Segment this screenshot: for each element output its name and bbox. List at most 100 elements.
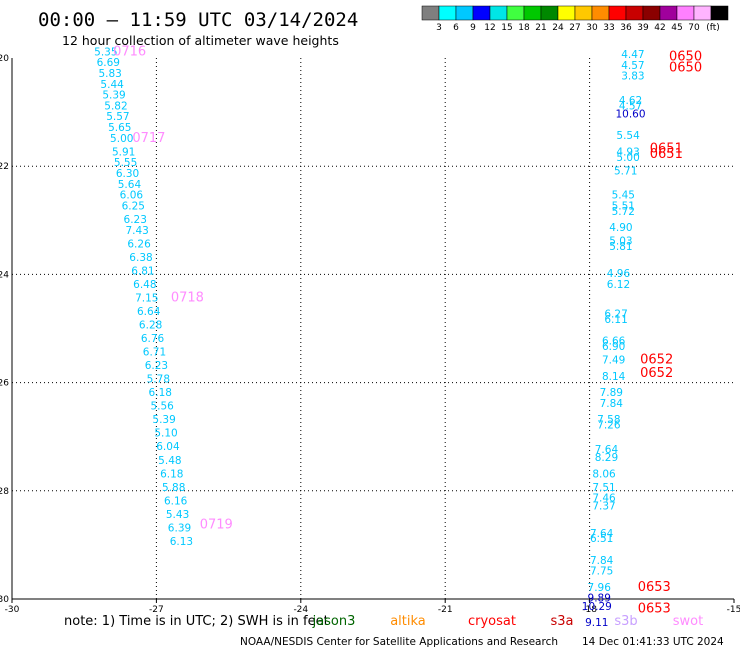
chart-title: 00:00 — 11:59 UTC 03/14/2024 — [38, 9, 358, 31]
colorbar-unit: (ft) — [706, 23, 720, 33]
wave-height-label: 4.96 — [607, 268, 631, 280]
y-tick-label: -24 — [0, 270, 9, 280]
y-tick-label: -20 — [0, 54, 9, 64]
colorbar-swatch — [676, 5, 695, 21]
pass-time-label: 0651 — [650, 147, 683, 162]
colorbar-swatch — [608, 5, 627, 21]
colorbar-label: 39 — [637, 23, 649, 33]
colorbar-label: 18 — [518, 23, 530, 33]
colorbar-swatch — [421, 5, 440, 21]
pass-time-label: 0717 — [132, 131, 165, 146]
colorbar-swatch — [693, 5, 712, 21]
wave-height-label: 5.65 — [108, 122, 131, 134]
pass-time-label: 0652 — [640, 366, 673, 381]
wave-height-label: 6.39 — [168, 522, 191, 534]
wave-height-label: 7.15 — [135, 292, 158, 304]
colorbar-swatch — [642, 5, 661, 21]
satellite-legend-s3b: s3b — [614, 614, 637, 629]
colorbar-label: 30 — [586, 23, 598, 33]
wave-height-label: 6.16 — [164, 495, 188, 507]
wave-height-label: 6.66 — [602, 336, 626, 348]
colorbar-swatch — [438, 5, 457, 21]
wave-height-label: 6.11 — [604, 314, 627, 326]
axes: -30 -27 -24 -21 -18 -15 -20 -22 -24 -26 -28 -30 — [0, 54, 740, 615]
wave-height-label: 6.18 — [149, 387, 172, 399]
colorbar-label: 9 — [470, 23, 476, 33]
y-tick-label: -22 — [0, 162, 9, 172]
wave-height-label: 7.84 — [600, 398, 624, 410]
wave-height-label: 10.29 — [582, 601, 612, 613]
colorbar-label: 3 — [436, 23, 442, 33]
wave-height-label: 5.56 — [150, 401, 174, 413]
wave-height-label: 7.49 — [602, 355, 625, 367]
colorbar: 3 6 9 12 15 18 21 24 27 30 33 36 39 42 45 70 (ft) — [421, 5, 729, 33]
wave-height-label: 7.26 — [597, 420, 621, 432]
wave-height-label: 5.00 — [110, 133, 133, 145]
wave-height-label: 9.11 — [585, 617, 608, 629]
x-tick-label: -21 — [438, 605, 453, 615]
colorbar-label: 12 — [484, 23, 495, 33]
pass-time-label: 0719 — [200, 518, 233, 533]
colorbar-label: 70 — [688, 23, 700, 33]
colorbar-label: 42 — [654, 23, 665, 33]
y-tick-label: -30 — [0, 595, 9, 605]
wave-height-label: 4.90 — [609, 222, 632, 234]
wave-height-label: 10.60 — [615, 109, 645, 121]
colorbar-swatch — [540, 5, 559, 21]
wave-height-label: 6.06 — [120, 190, 144, 202]
wave-height-label: 5.88 — [162, 482, 185, 494]
wave-height-label: 7.64 — [595, 444, 619, 456]
wave-height-label: 6.28 — [139, 320, 162, 332]
wave-height-label: 5.57 — [106, 111, 129, 123]
colorbar-swatch — [710, 5, 729, 21]
colorbar-swatch — [523, 5, 542, 21]
wave-height-label: 5.72 — [612, 206, 635, 218]
wave-height-label: 9.89 — [588, 593, 611, 605]
pass-time-label: 0650 — [669, 61, 702, 76]
colorbar-swatch — [472, 5, 491, 21]
wave-height-label: 7.84 — [590, 555, 614, 567]
wave-height-label: 6.25 — [122, 200, 145, 212]
pass-time-label: 0716 — [113, 44, 146, 59]
colorbar-label: 6 — [453, 23, 459, 33]
colorbar-swatch — [625, 5, 644, 21]
wave-height-label: 5.64 — [118, 179, 142, 191]
wave-height-label: 6.90 — [602, 341, 625, 353]
wave-height-label: 6.76 — [141, 333, 165, 345]
colorbar-label: 21 — [535, 23, 546, 33]
satellite-legend-cryosat: cryosat — [468, 614, 516, 629]
wave-height-label: 8.14 — [602, 371, 626, 383]
grid — [12, 58, 734, 599]
colorbar-swatch — [557, 5, 576, 21]
wave-height-label: 6.18 — [160, 468, 183, 480]
wave-height-label: 4.57 — [619, 100, 642, 112]
wave-height-label: 6.51 — [590, 533, 613, 545]
wave-height-label: 6.30 — [116, 168, 139, 180]
wave-height-label: 6.23 — [124, 214, 147, 226]
wave-height-label: 7.75 — [590, 566, 613, 578]
wave-height-label: 6.04 — [156, 441, 180, 453]
wave-height-label: 5.51 — [612, 200, 635, 212]
chart-subtitle: 12 hour collection of altimeter wave hei… — [62, 33, 339, 48]
pass-time-label: 0653 — [638, 602, 671, 617]
wave-height-label: 6.23 — [145, 360, 168, 372]
wave-height-label: 4.93 — [616, 146, 639, 158]
colorbar-swatch — [659, 5, 678, 21]
wave-height-label: 6.13 — [170, 536, 193, 548]
wave-height-label: 4.62 — [619, 95, 642, 107]
wave-height-label: 7.51 — [592, 482, 615, 494]
y-tick-label: -28 — [0, 487, 9, 497]
colorbar-label: 36 — [620, 23, 632, 33]
wave-height-label: 6.12 — [607, 279, 630, 291]
wave-height-label: 6.27 — [604, 309, 627, 321]
footer-timestamp: 14 Dec 01:41:33 UTC 2024 — [582, 636, 724, 648]
wave-height-label: 7.43 — [125, 225, 148, 237]
satellite-legend-s3a: s3a — [550, 614, 573, 629]
colorbar-label: 33 — [603, 23, 614, 33]
wave-height-label: 5.00 — [616, 152, 639, 164]
wave-height-label: 5.44 — [100, 79, 124, 91]
wave-height-label: 5.43 — [166, 509, 189, 521]
pass-time-label: 0653 — [638, 580, 671, 595]
wave-height-label: 5.54 — [616, 130, 640, 142]
wave-height-label: 4.47 — [621, 49, 644, 61]
